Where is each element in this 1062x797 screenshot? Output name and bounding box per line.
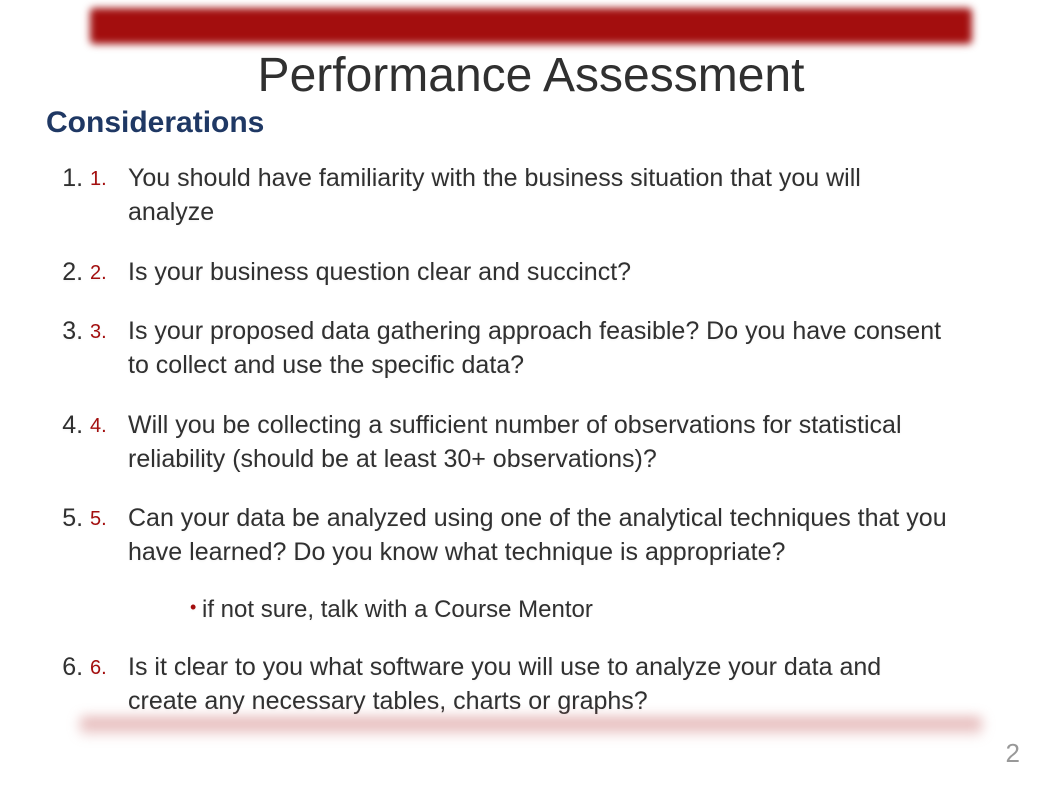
list-item: Is your business question clear and succ…	[90, 256, 952, 290]
list-item: Will you be collecting a sufficient numb…	[90, 409, 952, 477]
sub-bullet: if not sure, talk with a Course Mentor	[128, 594, 952, 625]
list-item: Can your data be analyzed using one of t…	[90, 502, 952, 625]
page-title: Performance Assessment	[0, 48, 1062, 103]
top-accent-bar	[90, 8, 972, 44]
list-item-text: Can your data be analyzed using one of t…	[128, 504, 947, 566]
list-item: Is it clear to you what software you wil…	[90, 651, 952, 719]
section-subtitle: Considerations	[46, 106, 264, 140]
bottom-accent-bar	[80, 717, 982, 735]
page-number: 2	[1006, 738, 1020, 769]
considerations-list: You should have familiarity with the bus…	[90, 162, 952, 744]
list-item: Is your proposed data gathering approach…	[90, 315, 952, 383]
list-item: You should have familiarity with the bus…	[90, 162, 952, 230]
